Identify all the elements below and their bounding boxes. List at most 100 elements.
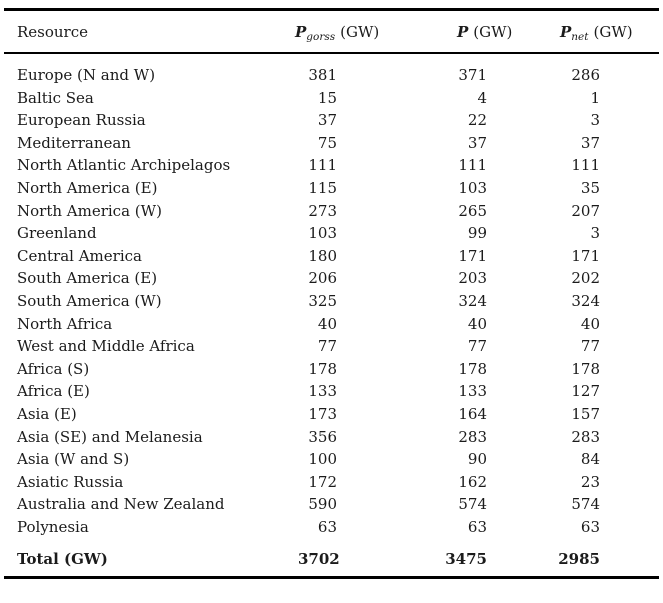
cell-p-gorss: 206 bbox=[308, 269, 337, 288]
cell-resource: North Africa bbox=[17, 314, 113, 333]
cell-p-net: 286 bbox=[571, 66, 600, 84]
cell-p-net: 1 bbox=[590, 88, 600, 107]
cell-resource: Central America bbox=[17, 246, 142, 265]
cell-resource: Europe (N and W) bbox=[17, 66, 156, 84]
p-unit: (GW) bbox=[473, 22, 513, 41]
cell-p-gorss: 133 bbox=[308, 382, 337, 401]
cell-p: 37 bbox=[467, 133, 487, 152]
cell-p-net: 37 bbox=[580, 133, 600, 152]
cell-resource: West and Middle Africa bbox=[17, 337, 195, 356]
table-row: Baltic Sea 15 4 1 bbox=[4, 87, 659, 110]
total-p: 3475 bbox=[445, 550, 487, 569]
table-row: Asia (E) 173 164 157 bbox=[4, 403, 659, 426]
cell-resource: Asia (SE) and Melanesia bbox=[17, 427, 203, 446]
table-row: North America (E) 115 103 35 bbox=[4, 177, 659, 200]
cell-p-gorss: 103 bbox=[308, 224, 337, 243]
table-row: Asia (SE) and Melanesia 356 283 283 bbox=[4, 426, 659, 449]
cell-p-net: 324 bbox=[571, 291, 600, 310]
cell-p-net: 3 bbox=[590, 224, 600, 243]
cell-p: 103 bbox=[458, 178, 487, 197]
column-header-p-gorss: Pgorss (GW) bbox=[295, 22, 380, 43]
p-gorss-unit: (GW) bbox=[340, 22, 380, 41]
cell-resource: Mediterranean bbox=[17, 133, 131, 152]
cell-p-net: 111 bbox=[571, 156, 600, 175]
cell-p: 63 bbox=[467, 517, 487, 536]
cell-p-net: 35 bbox=[580, 178, 600, 197]
p-gorss-subscript: gorss bbox=[306, 30, 336, 43]
total-label: Total (GW) bbox=[17, 550, 108, 569]
cell-p-net: 63 bbox=[580, 517, 600, 536]
cell-p-gorss: 77 bbox=[317, 337, 337, 356]
cell-p: 4 bbox=[477, 88, 487, 107]
table-row: North Atlantic Archipelagos 111 111 111 bbox=[4, 154, 659, 177]
table-row: North America (W) 273 265 207 bbox=[4, 200, 659, 223]
cell-resource: Greenland bbox=[17, 224, 97, 243]
cell-p-gorss: 356 bbox=[308, 427, 337, 446]
cell-p-gorss: 180 bbox=[308, 246, 337, 265]
table-header-rule bbox=[4, 52, 659, 54]
table-row: Mediterranean 75 37 37 bbox=[4, 132, 659, 155]
total-p-gorss: 3702 bbox=[298, 550, 340, 569]
cell-p: 283 bbox=[458, 427, 487, 446]
cell-resource: North America (E) bbox=[17, 178, 158, 197]
table-body: Europe (N and W) 381 371 286 Baltic Sea … bbox=[4, 54, 659, 538]
cell-p-gorss: 15 bbox=[317, 88, 337, 107]
cell-p-gorss: 111 bbox=[308, 156, 337, 175]
total-p-net: 2985 bbox=[558, 550, 600, 569]
table-row: Greenland 103 99 3 bbox=[4, 222, 659, 245]
cell-resource: Asia (W and S) bbox=[17, 450, 130, 469]
table-row: Polynesia 63 63 63 bbox=[4, 516, 659, 539]
cell-p-net: 283 bbox=[571, 427, 600, 446]
cell-p: 265 bbox=[458, 201, 487, 220]
p-symbol: P bbox=[457, 22, 469, 41]
cell-p-gorss: 381 bbox=[308, 66, 337, 84]
cell-p-net: 77 bbox=[580, 337, 600, 356]
cell-p-net: 23 bbox=[580, 472, 600, 491]
cell-p: 162 bbox=[458, 472, 487, 491]
cell-p: 77 bbox=[467, 337, 487, 356]
column-header-p-net: Pnet (GW) bbox=[560, 23, 633, 43]
cell-p-net: 127 bbox=[571, 382, 600, 401]
cell-p-gorss: 75 bbox=[317, 133, 337, 152]
cell-resource: Baltic Sea bbox=[17, 88, 94, 107]
cell-resource: Africa (E) bbox=[17, 382, 90, 401]
cell-p-gorss: 100 bbox=[308, 450, 337, 469]
table-row: North Africa 40 40 40 bbox=[4, 313, 659, 336]
resource-table: Resource Pgorss (GW) P (GW) Pnet (GW) Europ… bbox=[4, 8, 659, 580]
total-row: Total (GW) 3702 3475 2985 bbox=[4, 547, 659, 571]
cell-resource: South America (E) bbox=[17, 269, 158, 288]
cell-p-gorss: 173 bbox=[308, 404, 337, 423]
cell-p: 178 bbox=[458, 359, 487, 378]
cell-resource: Asiatic Russia bbox=[17, 472, 124, 491]
cell-p-gorss: 63 bbox=[317, 517, 337, 536]
cell-p-net: 171 bbox=[571, 246, 600, 265]
cell-p: 171 bbox=[458, 246, 487, 265]
cell-p-gorss: 178 bbox=[308, 359, 337, 378]
table-top-rule bbox=[4, 8, 659, 11]
cell-p-net: 40 bbox=[580, 314, 600, 333]
cell-p-gorss: 37 bbox=[317, 111, 337, 130]
cell-resource: European Russia bbox=[17, 111, 146, 130]
table-row: South America (W) 325 324 324 bbox=[4, 290, 659, 313]
table-row: Central America 180 171 171 bbox=[4, 245, 659, 268]
table-row: Asia (W and S) 100 90 84 bbox=[4, 448, 659, 471]
cell-p: 99 bbox=[467, 224, 487, 243]
table-row: European Russia 37 22 3 bbox=[4, 109, 659, 132]
cell-p: 203 bbox=[458, 269, 487, 288]
cell-p-net: 207 bbox=[571, 201, 600, 220]
cell-p-net: 84 bbox=[580, 450, 600, 469]
cell-resource: North Atlantic Archipelagos bbox=[17, 156, 231, 175]
cell-resource: Polynesia bbox=[17, 517, 89, 536]
cell-resource: Asia (E) bbox=[17, 404, 77, 423]
cell-p: 22 bbox=[467, 111, 487, 130]
table-row: Europe (N and W) 381 371 286 bbox=[4, 64, 659, 87]
cell-p-gorss: 40 bbox=[317, 314, 337, 333]
cell-p: 133 bbox=[458, 382, 487, 401]
p-gorss-symbol: P bbox=[295, 22, 307, 41]
cell-resource: Africa (S) bbox=[17, 359, 90, 378]
cell-p-gorss: 325 bbox=[308, 291, 337, 310]
column-header-p: P (GW) bbox=[457, 23, 512, 41]
cell-p-net: 3 bbox=[590, 111, 600, 130]
cell-resource: Australia and New Zealand bbox=[17, 495, 225, 514]
table-row: Asiatic Russia 172 162 23 bbox=[4, 471, 659, 494]
